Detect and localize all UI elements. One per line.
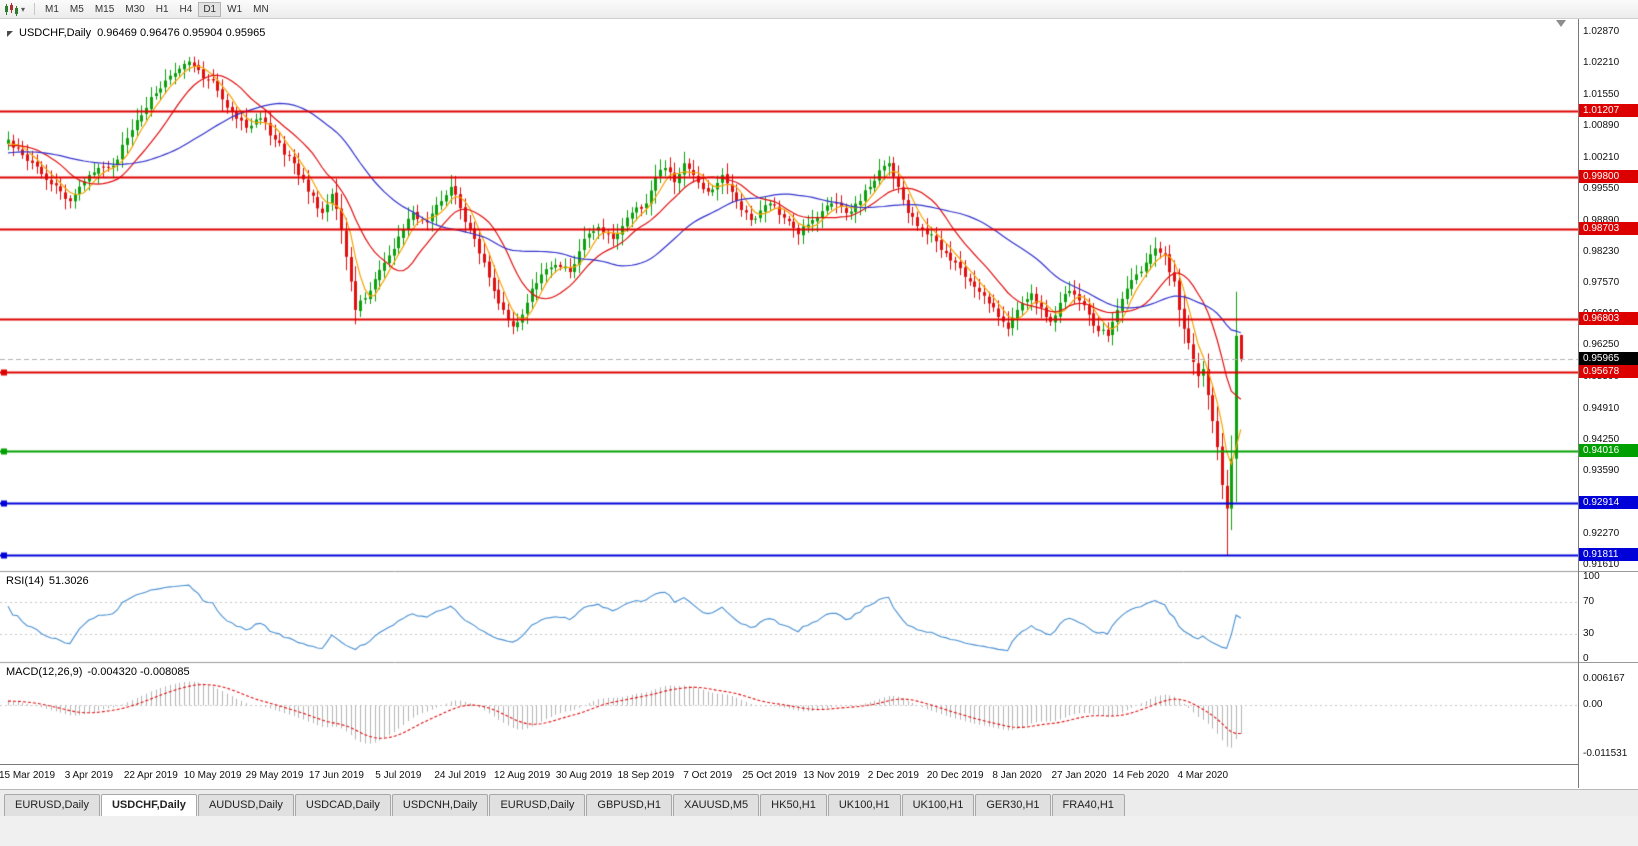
macd-name: MACD(12,26,9) [6,666,83,678]
price-axis-label: 1.00890 [1583,119,1620,131]
hline-price-badge: 0.94016 [1579,444,1638,458]
chart-tab-gbpusd[interactable]: GBPUSD,H1 [586,794,672,816]
hline-price-badge: 0.92914 [1579,496,1638,510]
hline-price-badge: 0.91811 [1579,548,1638,562]
toolbar-separator [34,3,36,15]
chart-ohlc-values: 0.96469 0.96476 0.95904 0.95965 [97,27,266,39]
date-axis-label: 17 Jun 2019 [308,770,364,781]
timeframe-button-w1[interactable]: W1 [222,2,247,17]
timeframe-button-m15[interactable]: M15 [90,2,119,17]
timeframe-button-m1[interactable]: M1 [40,2,64,17]
macd-axis-label: 0.006167 [1583,673,1625,684]
macd-axis-label: -0.011531 [1583,748,1628,759]
price-axis-label: 0.94250 [1583,433,1620,445]
timeframe-button-m5[interactable]: M5 [65,2,89,17]
date-axis-label: 25 Oct 2019 [742,770,797,781]
date-axis-label: 13 Nov 2019 [803,770,860,781]
rsi-name: RSI(14) [6,575,44,587]
chart-type-dropdown-arrow-icon[interactable]: ▾ [21,4,26,14]
price-axis-label: 0.91610 [1583,558,1620,570]
date-axis-label: 14 Feb 2020 [1112,770,1169,781]
date-axis-label: 27 Jan 2020 [1051,770,1107,781]
chart-type-icon[interactable] [4,2,18,16]
one-click-trading-toggle-icon[interactable] [7,31,13,37]
timeframe-button-h1[interactable]: H1 [151,2,174,17]
price-axis-label: 0.96250 [1583,339,1620,351]
chart-symbol-label: USDCHF,Daily [19,27,92,39]
chart-tab-eurusd-1[interactable]: EURUSD,Daily [4,794,100,816]
chart-tab-eurusd-2[interactable]: EURUSD,Daily [489,794,586,816]
status-bar [0,816,1638,846]
date-axis-label: 30 Aug 2019 [555,770,613,781]
rsi-value: 51.3026 [48,575,89,587]
hline-price-badge: 0.95678 [1579,365,1638,379]
macd-axis-label: 0.00 [1583,699,1603,711]
price-axis[interactable]: 1.02870 1.02210 1.01550 1.00890 1.00210 0.995… [1578,19,1638,788]
date-axis-label: 4 Mar 2020 [1177,770,1229,781]
rsi-indicator-label: RSI(14) 51.3026 [6,575,89,587]
chart-tab-usdcad[interactable]: USDCAD,Daily [294,794,391,816]
date-axis-label: 29 May 2019 [245,770,304,781]
date-axis-label: 22 Apr 2019 [123,770,178,781]
chart-tab-uk100-1[interactable]: UK100,H1 [827,794,901,816]
chart-tab-bar: EURUSD,Daily USDCHF,Daily AUDUSD,Daily U… [0,789,1638,816]
price-chart-canvas[interactable] [0,19,1578,764]
hline-price-badge: 0.98703 [1579,222,1638,236]
chart-window[interactable]: USDCHF,Daily 0.96469 0.96476 0.95904 0.9… [0,19,1638,789]
date-axis-label: 20 Dec 2019 [926,770,984,781]
hline-price-badge: 1.01207 [1579,103,1638,117]
rsi-axis-label: 0 [1583,653,1589,664]
chart-tab-uk100-2[interactable]: UK100,H1 [901,794,975,816]
chart-shift-marker-icon [1556,20,1566,27]
time-axis[interactable]: 15 Mar 2019 3 Apr 2019 22 Apr 2019 10 May 2… [0,764,1578,789]
chart-tab-hk50[interactable]: HK50,H1 [760,794,827,816]
hline-price-badge: 0.99800 [1579,170,1638,184]
date-axis-label: 24 Jul 2019 [434,770,487,781]
price-axis-label: 1.00210 [1583,152,1620,164]
rsi-axis-label: 30 [1583,628,1595,640]
date-axis-label: 3 Apr 2019 [64,770,114,781]
price-axis-label: 0.92270 [1583,527,1620,539]
chart-tab-usdchf[interactable]: USDCHF,Daily [100,794,197,816]
macd-indicator-label: MACD(12,26,9) -0.004320 -0.008085 [6,666,190,678]
chart-tab-audusd[interactable]: AUDUSD,Daily [197,794,294,816]
timeframe-button-h4[interactable]: H4 [175,2,198,17]
date-axis-label: 8 Jan 2020 [992,770,1042,781]
hline-price-badge: 0.96803 [1579,312,1638,326]
timeframe-toolbar: ▾ M1 M5 M15 M30 H1 H4 D1 W1 MN [0,0,1638,19]
chart-title: USDCHF,Daily 0.96469 0.96476 0.95904 0.9… [7,27,265,39]
date-axis-label: 18 Sep 2019 [617,770,675,781]
current-price-badge: 0.95965 [1579,351,1638,365]
date-axis-label: 7 Oct 2019 [683,770,733,781]
price-axis-label: 0.98890 [1583,214,1620,226]
macd-value: -0.004320 -0.008085 [87,666,190,678]
price-axis-label: 1.02870 [1583,26,1620,38]
chart-tab-usdcnh[interactable]: USDCNH,Daily [391,794,489,816]
price-axis-label: 0.97570 [1583,276,1620,288]
price-axis-label: 0.94910 [1583,402,1620,414]
price-axis-label: 0.93590 [1583,465,1620,477]
timeframe-button-m30[interactable]: M30 [120,2,149,17]
chart-tab-ger30[interactable]: GER30,H1 [975,794,1051,816]
timeframe-button-d1[interactable]: D1 [198,1,222,17]
price-axis-label: 0.98230 [1583,245,1620,257]
price-axis-label: 1.01550 [1583,88,1620,100]
price-axis-label: 0.99550 [1583,183,1620,195]
rsi-axis-label: 100 [1583,571,1600,582]
subwindow-separator [1579,662,1638,663]
date-axis-label: 12 Aug 2019 [493,770,551,781]
rsi-axis-label: 70 [1583,595,1595,607]
subwindow-separator [1579,571,1638,572]
date-axis-label: 2 Dec 2019 [867,770,919,781]
price-axis-label: 1.02210 [1583,57,1620,69]
chart-tab-xauusd[interactable]: XAUUSD,M5 [672,794,760,816]
date-axis-label: 15 Mar 2019 [0,770,56,781]
date-axis-label: 5 Jul 2019 [375,770,422,781]
chart-tab-fra40[interactable]: FRA40,H1 [1051,794,1125,816]
date-axis-label: 10 May 2019 [183,770,242,781]
timeframe-button-mn[interactable]: MN [248,2,274,17]
